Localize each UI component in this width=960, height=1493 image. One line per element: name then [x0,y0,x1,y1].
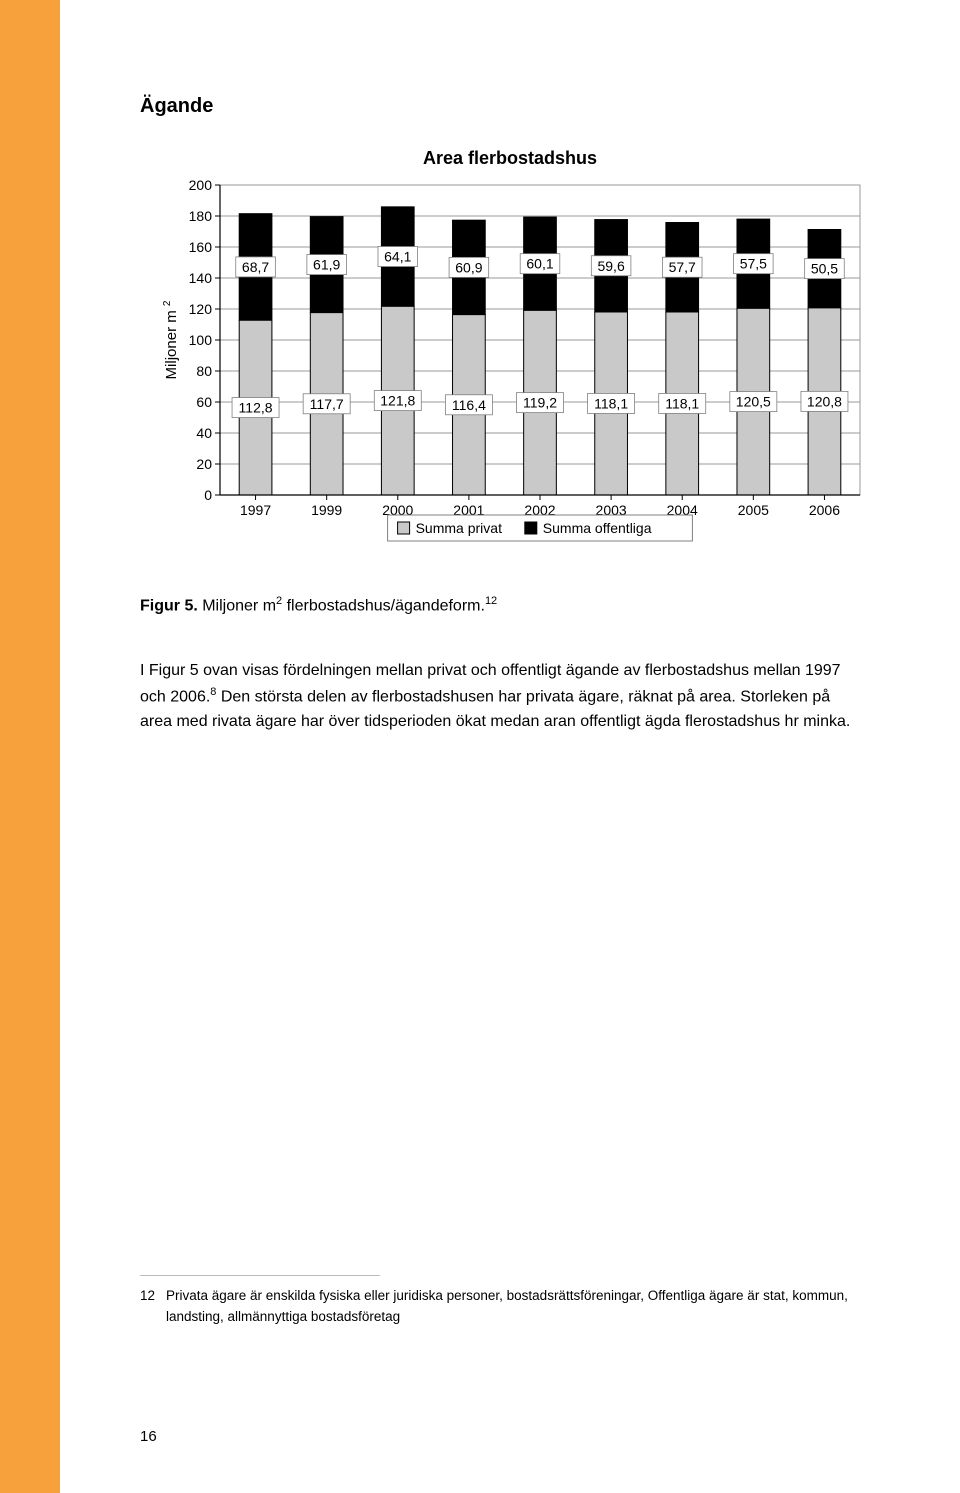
svg-text:100: 100 [189,332,213,348]
caption-prefix: Figur 5. [140,597,198,614]
svg-text:57,5: 57,5 [740,256,767,272]
svg-text:2005: 2005 [738,502,769,518]
svg-text:112,8: 112,8 [239,400,273,416]
body-text-b: Den största delen av flerbostadshusen ha… [140,688,850,730]
svg-text:61,9: 61,9 [313,257,340,273]
svg-text:120,5: 120,5 [736,394,771,410]
caption-text-a: Miljoner m [198,597,276,614]
footnote-number: 12 [140,1286,166,1328]
svg-text:80: 80 [196,363,212,379]
svg-text:121,8: 121,8 [380,393,415,409]
svg-text:200: 200 [189,177,213,193]
svg-text:60,9: 60,9 [455,259,482,275]
svg-text:20: 20 [196,456,212,472]
footnote-text: Privata ägare är enskilda fysiska eller … [166,1286,860,1328]
svg-text:64,1: 64,1 [384,249,411,265]
svg-text:40: 40 [196,425,212,441]
caption-sup-2: 12 [485,595,497,607]
svg-text:140: 140 [189,270,213,286]
svg-text:118,1: 118,1 [665,395,699,411]
svg-text:1997: 1997 [240,502,271,518]
svg-text:119,2: 119,2 [523,395,557,411]
svg-text:2006: 2006 [809,502,840,518]
svg-text:117,7: 117,7 [310,396,344,412]
caption-text-b: flerbostadshus/ägandeform. [282,597,485,614]
svg-text:120,8: 120,8 [807,393,842,409]
figure-caption: Figur 5. Miljoner m2 flerbostadshus/ägan… [140,595,860,615]
svg-text:59,6: 59,6 [597,258,624,274]
svg-text:160: 160 [189,239,213,255]
svg-text:0: 0 [204,487,212,503]
svg-text:Summa offentliga: Summa offentliga [543,520,652,536]
footnote-block: 12 Privata ägare är enskilda fysiska ell… [140,1275,860,1328]
svg-text:60,1: 60,1 [526,256,553,272]
svg-text:50,5: 50,5 [811,261,838,277]
chart-title: Area flerbostadshus [160,148,860,169]
page-content: Ägande Area flerbostadshus 0 20 40 60 80 100 1… [140,0,860,1328]
svg-text:120: 120 [189,301,213,317]
svg-text:180: 180 [189,208,213,224]
section-heading: Ägande [140,95,860,118]
page-number: 16 [140,1428,157,1445]
svg-text:Miljoner m 2: Miljoner m 2 [162,300,180,379]
svg-text:Summa privat: Summa privat [416,520,502,536]
chart-container: Area flerbostadshus 0 20 40 60 80 100 120 140 16… [160,148,860,569]
footnote-rule [140,1275,380,1276]
svg-text:1999: 1999 [311,502,342,518]
svg-text:68,7: 68,7 [242,259,269,275]
svg-text:57,7: 57,7 [669,259,696,275]
footnote: 12 Privata ägare är enskilda fysiska ell… [140,1286,860,1328]
stacked-bar-chart: 0 20 40 60 80 100 120 140 160 180 200 Miljoner m 2 1… [160,175,868,569]
svg-text:118,1: 118,1 [594,395,628,411]
svg-text:116,4: 116,4 [452,397,486,413]
svg-text:60: 60 [196,394,212,410]
body-paragraph: I Figur 5 ovan visas fördelningen mellan… [140,659,860,735]
left-accent-bar [0,0,60,1493]
